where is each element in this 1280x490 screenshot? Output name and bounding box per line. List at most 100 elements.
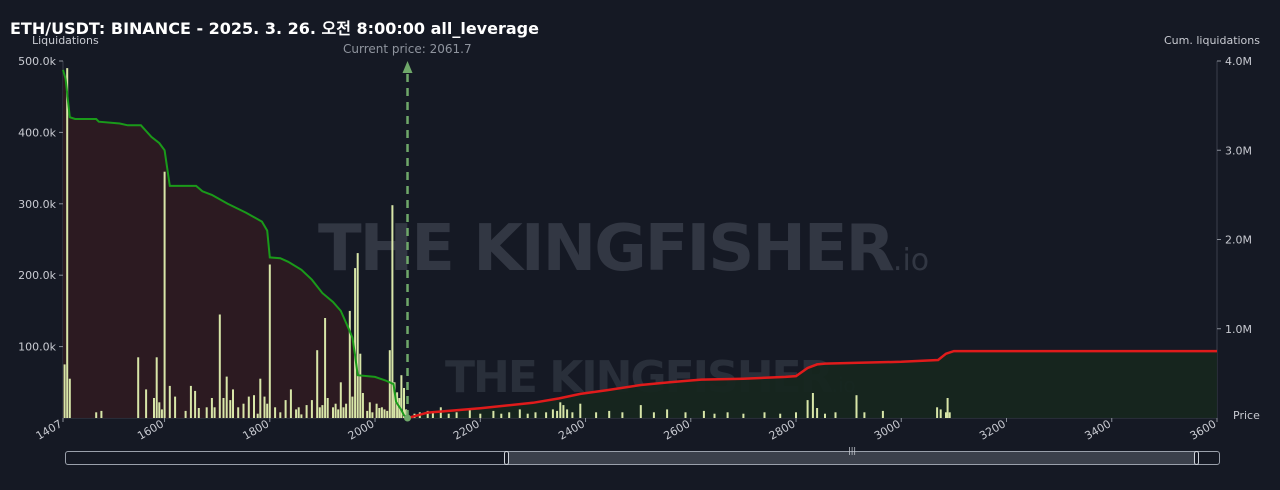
liquidation-bar: [351, 396, 354, 418]
chart-title: ETH/USDT: BINANCE - 2025. 3. 26. 오전 8:00…: [10, 19, 539, 38]
left-tick-label: 500.0k: [18, 55, 56, 68]
x-tick-label: 3600: [1188, 417, 1219, 442]
short-cumulative-area: [407, 351, 1217, 418]
liquidation-bar: [403, 388, 405, 418]
liquidation-bar: [393, 382, 396, 418]
liquidation-bar: [324, 318, 327, 418]
liquidation-bar: [342, 407, 345, 418]
scrollbar-left-handle[interactable]: [504, 451, 509, 465]
left-tick-label: 100.0k: [18, 341, 56, 354]
liquidation-bar: [168, 385, 171, 418]
liquidation-bar: [391, 205, 394, 418]
scrollbar-grip-icon[interactable]: |||: [848, 446, 857, 455]
x-tick-label: 2800: [767, 417, 798, 442]
liquidation-bar: [237, 407, 240, 418]
liquidation-bar: [95, 412, 98, 418]
liquidation-bar: [345, 403, 348, 418]
liquidation-bar: [310, 400, 313, 418]
liquidation-bar: [100, 410, 103, 418]
liquidation-bar: [213, 407, 216, 418]
liquidation-bar: [205, 407, 208, 418]
range-scrollbar[interactable]: |||: [65, 446, 1220, 465]
liquidation-bar: [155, 357, 158, 418]
liquidation-bar: [305, 405, 308, 418]
long-cumulative-area: [63, 69, 408, 419]
short-cumulative-line: [407, 349, 1217, 420]
liquidation-bar: [339, 382, 342, 418]
liquidation-bar: [158, 402, 161, 418]
liquidation-bar: [702, 410, 705, 418]
liquidation-bar: [526, 413, 529, 418]
scrollbar-range-fill[interactable]: [507, 452, 1197, 464]
liquidation-bar: [713, 413, 716, 418]
liquidation-bar: [684, 412, 687, 418]
liquidation-bar: [806, 400, 809, 418]
liquidation-bar: [297, 407, 300, 418]
liquidation-bar: [368, 402, 371, 418]
right-tick-label: 3.0M: [1225, 144, 1252, 157]
liquidation-bar: [551, 409, 554, 418]
liquidation-bar: [300, 414, 303, 418]
liquidation-bar: [359, 353, 362, 418]
right-tick-label: 1.0M: [1225, 323, 1252, 336]
liquidation-bar: [939, 409, 942, 418]
x-tick-label: 2000: [346, 417, 377, 442]
liquidation-bar: [194, 390, 197, 418]
liquidation-bar: [289, 389, 292, 418]
liquidation-bar: [247, 396, 250, 418]
liquidation-bar: [559, 402, 562, 418]
liquidation-bar: [562, 405, 565, 418]
left-axis-label: Liquidations: [32, 34, 99, 47]
liquidation-bar: [881, 410, 884, 418]
liquidation-bar: [218, 314, 221, 418]
liquidation-bar: [174, 396, 177, 418]
liquidation-bar: [621, 412, 624, 418]
liquidation-bar: [361, 393, 364, 418]
liquidation-bar: [68, 378, 71, 418]
scrollbar-right-handle[interactable]: [1194, 451, 1199, 465]
liquidation-bar: [639, 405, 642, 418]
watermark-suffix: .io: [892, 243, 930, 278]
liquidation-bar: [321, 405, 324, 418]
liquidation-bar: [268, 264, 271, 418]
liquidation-bar: [855, 395, 858, 418]
x-tick-label: 3400: [1083, 417, 1114, 442]
liquidation-bar: [936, 407, 939, 418]
x-tick-label: 2600: [662, 417, 693, 442]
liquidation-bar: [184, 410, 187, 418]
liquidation-bar: [378, 408, 381, 418]
liquidation-bar: [225, 376, 228, 418]
liquidation-bar: [222, 398, 225, 418]
liquidation-bar: [447, 413, 450, 418]
liquidation-bar: [608, 410, 611, 418]
liquidation-bar: [795, 412, 797, 418]
liquidation-bar: [348, 310, 351, 418]
liquidation-bar: [816, 408, 819, 418]
liquidation-bar: [508, 412, 511, 418]
liquidation-bar: [863, 412, 866, 418]
x-tick-label: 1600: [135, 417, 166, 442]
liquidation-bar: [274, 407, 277, 418]
liquidation-bar: [455, 412, 458, 418]
liquidation-bar: [153, 398, 155, 418]
liquidation-bar: [571, 412, 574, 418]
liquidation-bar: [66, 68, 69, 418]
liquidation-bar: [479, 413, 482, 418]
liquidation-bar: [189, 385, 192, 418]
liquidation-bar: [556, 410, 559, 418]
liquidation-bar: [253, 395, 255, 418]
x-tick-label: 2400: [556, 417, 587, 442]
liquidation-bar: [295, 409, 298, 418]
liquidation-bar: [279, 412, 282, 418]
liquidation-bar: [500, 413, 503, 418]
liquidation-bar: [431, 412, 434, 418]
liquidation-bar: [948, 412, 951, 418]
liquidation-bar: [763, 412, 766, 418]
liquidation-bar: [518, 409, 521, 418]
liquidation-bar: [945, 412, 947, 418]
watermark-brand: THE KINGFISHER: [318, 212, 895, 286]
liquidation-bar: [492, 410, 495, 418]
x-tick-label: 3200: [977, 417, 1008, 442]
liquidation-bar: [316, 350, 319, 418]
